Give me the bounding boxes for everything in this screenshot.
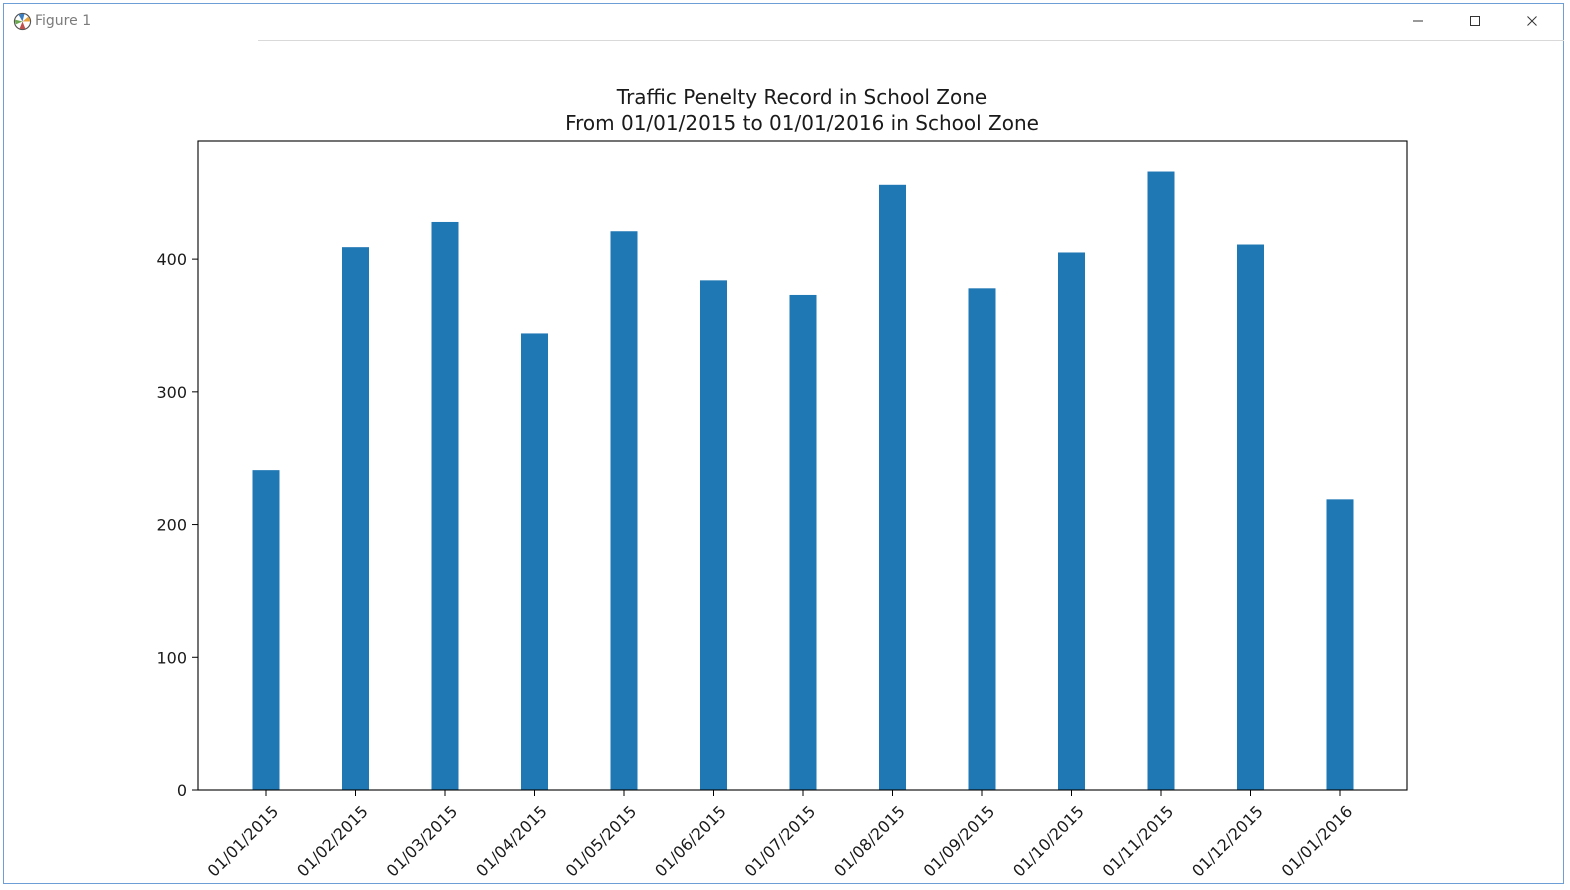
bar-01-02-2015 [342, 247, 369, 790]
x-tick-label: 01/12/2015 [1188, 802, 1267, 881]
title-bar[interactable]: Figure 1 [4, 4, 1563, 40]
x-tick-label: 01/10/2015 [1009, 802, 1088, 881]
minimize-button[interactable] [1395, 4, 1441, 38]
bar-01-12-2015 [1237, 244, 1264, 790]
y-tick-label: 0 [177, 781, 187, 800]
bar-01-01-2016 [1326, 499, 1354, 790]
bar-01-09-2015 [968, 288, 996, 790]
bar-01-08-2015 [879, 184, 906, 790]
x-tick-label: 01/01/2016 [1278, 802, 1357, 881]
bar-01-06-2015 [700, 280, 727, 790]
bar-01-10-2015 [1058, 252, 1085, 790]
y-tick-label: 200 [156, 516, 187, 535]
chart-title: Traffic Penelty Record in School ZoneFro… [565, 85, 1039, 135]
x-tick-label: 01/02/2015 [293, 802, 372, 881]
bar-01-05-2015 [610, 231, 638, 790]
x-tick-label: 01/01/2015 [204, 802, 283, 881]
x-tick-label: 01/05/2015 [562, 802, 641, 881]
window-title: Figure 1 [35, 13, 92, 29]
bar-01-01-2015 [252, 470, 280, 790]
x-tick-label: 01/07/2015 [741, 802, 820, 881]
bar-01-03-2015 [431, 221, 459, 790]
y-tick-label: 100 [156, 648, 187, 667]
bar-01-04-2015 [521, 333, 548, 790]
x-tick-label: 01/04/2015 [472, 802, 551, 881]
chart-title-line-1: Traffic Penelty Record in School Zone [616, 85, 987, 109]
y-tick-label: 400 [156, 250, 187, 269]
x-axis: 01/01/2015 01/02/2015 01/03/2015 01/04/2015… [204, 790, 1357, 881]
maximize-button[interactable] [1452, 4, 1498, 38]
x-tick-label: 01/11/2015 [1099, 802, 1178, 881]
bars [252, 171, 1354, 790]
bar-01-07-2015 [789, 294, 817, 790]
y-tick-label: 300 [156, 383, 187, 402]
x-tick-label: 01/09/2015 [920, 802, 999, 881]
y-axis: 0 100 200 300 400 [156, 250, 198, 800]
close-button[interactable] [1509, 4, 1555, 38]
bar-01-11-2015 [1147, 171, 1175, 790]
minimize-icon [1413, 20, 1423, 22]
close-icon [1527, 16, 1537, 26]
matplotlib-icon [13, 12, 32, 31]
chart-title-line-2: From 01/01/2015 to 01/01/2016 in School … [565, 111, 1039, 135]
x-tick-label: 01/08/2015 [830, 802, 909, 881]
x-tick-label: 01/06/2015 [651, 802, 730, 881]
toolbar-divider [258, 40, 1564, 41]
maximize-icon [1470, 16, 1480, 26]
x-tick-label: 01/03/2015 [383, 802, 462, 881]
